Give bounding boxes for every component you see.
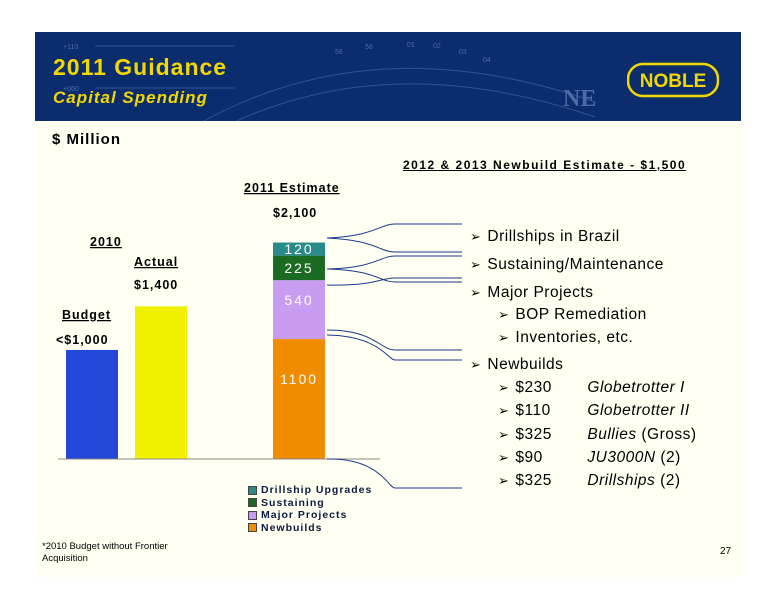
svg-text:03: 03 [459,49,467,56]
legend-label: Sustaining [261,496,325,509]
sub-bullet-item: ➢ $110 Globetrotter II [498,402,690,420]
group-label-2011: 2011 Estimate [244,181,340,195]
bullet-amount: $90 [515,449,543,466]
arrow-bullet-icon: ➢ [470,257,482,272]
arrow-bullet-icon: ➢ [498,330,510,345]
segment-label-major-projects: 540 [284,292,313,308]
segment-drillship-upgrades [273,242,325,256]
bullet-item: ➢ Drillships in Brazil [470,228,620,246]
sub-bullet-item: ➢ $325 Bullies (Gross) [498,426,697,444]
arrow-bullet-icon: ➢ [498,427,510,442]
budget-bar-name: Budget [62,308,111,322]
bullet-amount: $325 [515,472,552,489]
sub-bullet-item: ➢ $325 Drillships (2) [498,472,681,490]
sub-bullet-item: ➢ Inventories, etc. [498,329,633,347]
segment-label-drillship-upgrades: 120 [284,241,313,257]
bullet-text: Sustaining/Maintenance [487,256,664,273]
logo-text: NOBLE [640,71,707,92]
sub-bullet-item: ➢ BOP Remediation [498,306,647,324]
bar-actual [135,306,187,459]
actual-value-label: $1,400 [134,278,178,292]
arrow-bullet-icon: ➢ [498,450,510,465]
legend-item: Drillship Upgrades [248,484,372,497]
actual-bar-name: Actual [134,255,178,269]
svg-text:+060: +060 [63,86,79,93]
sub-bullet-item: ➢ $230 Globetrotter I [498,379,685,397]
bullet-item: ➢ Newbuilds [470,356,563,374]
bullet-item: ➢ Sustaining/Maintenance [470,256,664,274]
chart-legend: Drillship Upgrades Sustaining Major Projec… [248,484,372,534]
units-label: $ Million [52,131,121,148]
group-label-2010: 2010 [90,235,122,249]
bullet-suffix: (2) [655,472,681,489]
segment-major-projects [273,280,325,340]
slide-title: 2011 Guidance [53,54,228,80]
bullet-item-name: Drillships [587,472,656,489]
legend-swatch [248,485,257,495]
slide-subtitle: Capital Spending [53,88,208,107]
estimate-total-label: $2,100 [273,206,317,220]
svg-text:58: 58 [365,44,373,51]
bullet-amount: $325 [515,426,552,443]
legend-label: Major Projects [261,509,348,521]
budget-value-label: <$1,000 [56,333,109,347]
sub-bullet-item: ➢ $90 JU3000N (2) [498,449,681,467]
bullet-item-name: JU3000N [587,449,656,466]
arrow-bullet-icon: ➢ [470,229,482,244]
arrow-bullet-icon: ➢ [498,473,510,488]
arrow-bullet-icon: ➢ [470,357,482,372]
legend-label: Newbuilds [261,521,323,534]
legend-swatch [248,510,257,520]
header-watermark: NE [563,86,596,112]
footnote-line-2: Acquisition [42,553,88,564]
legend-item: Major Projects [248,509,372,522]
newbuild-estimate-label: 2012 & 2013 Newbuild Estimate - $1,500 [403,158,687,172]
page-number: 27 [720,546,732,557]
arrow-bullet-icon: ➢ [470,285,482,300]
bullet-item-name: Globetrotter I [587,379,685,396]
arrow-bullet-icon: ➢ [498,380,510,395]
legend-swatch [248,523,257,533]
bullet-text: Drillships in Brazil [487,228,620,245]
footnote: *2010 Budget without Frontier Acquisitio… [42,541,168,565]
noble-logo: NOBLE [627,62,719,98]
legend-label: Drillship Upgrades [261,484,373,496]
bullet-item: ➢ Major Projects [470,284,593,302]
arrow-bullet-icon: ➢ [498,403,510,418]
slide-background [35,32,741,577]
legend-item: Newbuilds [248,522,372,535]
svg-text:02: 02 [433,43,441,50]
bullet-text: Newbuilds [487,356,564,373]
bullet-amount: $110 [515,402,551,419]
bullet-suffix: (Gross) [636,426,697,443]
bullet-item-name: Bullies [587,426,637,443]
bullet-text: Major Projects [487,284,594,301]
segment-label-sustaining: 225 [284,260,313,276]
bullet-text: BOP Remediation [515,306,647,323]
svg-text:+110: +110 [63,44,78,51]
segment-label-newbuilds: 1100 [280,371,318,387]
header-gauge-decoration: +110 +060 56 58 01 02 03 04 NE [63,42,596,121]
bullet-suffix: (2) [655,449,681,466]
bullet-amount: $230 [515,379,552,396]
footnote-line-1: *2010 Budget without Frontier [42,541,168,552]
bullet-text: Inventories, etc. [515,329,634,346]
legend-swatch [248,498,257,508]
header-banner: +110 +060 56 58 01 02 03 04 NE 2011 Guidanc… [35,32,741,121]
bar-budget [66,349,118,459]
bullet-item-name: Globetrotter II [587,402,690,419]
svg-text:01: 01 [407,42,415,49]
svg-text:04: 04 [483,57,491,64]
svg-text:56: 56 [335,49,343,56]
legend-item: Sustaining [248,497,372,510]
segment-sustaining [273,255,325,281]
arrow-bullet-icon: ➢ [498,307,510,322]
bullet-connectors [326,223,462,489]
segment-newbuilds [273,339,325,459]
